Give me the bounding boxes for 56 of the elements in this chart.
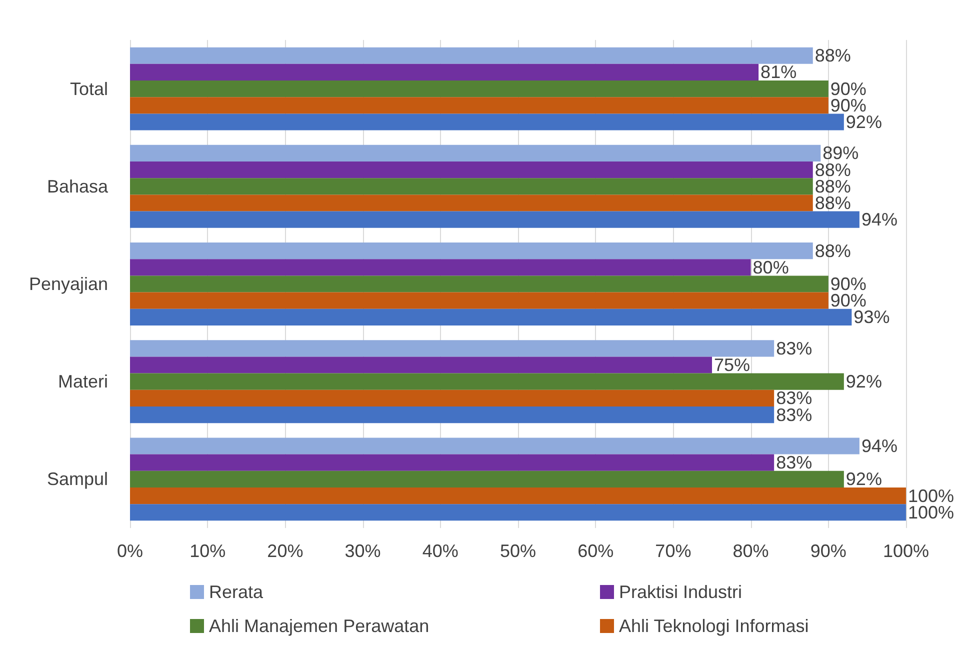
bar [130,390,774,406]
data-label: 80% [752,257,789,278]
data-label: 75% [714,355,750,376]
x-tick-label: 50% [500,541,536,561]
y-tick-label: Total [70,78,108,99]
legend-label: Praktisi Industri [619,582,742,602]
bar [130,438,860,454]
y-tick-label: Penyajian [28,274,108,294]
data-label: 94% [861,210,898,230]
y-tick-label: Sampul [46,469,108,490]
legend-label: Rerata [209,582,264,602]
x-tick-label: 40% [422,541,458,561]
bar [130,487,906,504]
data-label: 88% [814,46,851,66]
x-tick-label: 10% [190,541,226,561]
x-tick-label: 100% [882,541,930,561]
bar [130,373,844,390]
x-tick-label: 60% [578,541,614,561]
bar [130,259,751,276]
x-tick-label: 20% [267,541,304,561]
bar [130,144,821,162]
data-label: 83% [776,338,812,358]
legend-label: Ahli Manajemen Perawatan [209,616,430,636]
bar [130,340,774,357]
x-tick-label: 80% [732,541,769,561]
data-label: 94% [861,436,898,456]
bar [130,178,813,195]
bar [130,470,844,488]
bar [130,292,828,309]
bar [130,194,813,212]
bar [130,64,759,81]
y-tick-label: Bahasa [46,176,109,196]
data-label: 92% [846,372,882,392]
bar [130,308,852,326]
bar [130,114,844,130]
bar [130,162,813,178]
bar [130,406,774,424]
bar [130,356,712,374]
x-tick-label: 0% [116,541,144,561]
bar [130,47,813,64]
data-label: 88% [814,240,851,261]
x-tick-label: 70% [655,541,692,561]
bar [130,276,828,292]
y-tick-label: Materi [58,372,108,392]
bar [130,80,828,98]
data-label: 83% [776,452,812,473]
bar [130,97,828,114]
data-label: 92% [846,469,882,490]
bar [130,242,813,260]
bar [130,504,906,521]
bar [130,454,774,471]
legend-label: Ahli Teknologi Informasi [619,616,809,636]
bar [130,211,860,228]
x-tick-label: 30% [344,541,381,561]
data-label: 81% [760,62,797,82]
x-tick-label: 90% [810,541,846,561]
